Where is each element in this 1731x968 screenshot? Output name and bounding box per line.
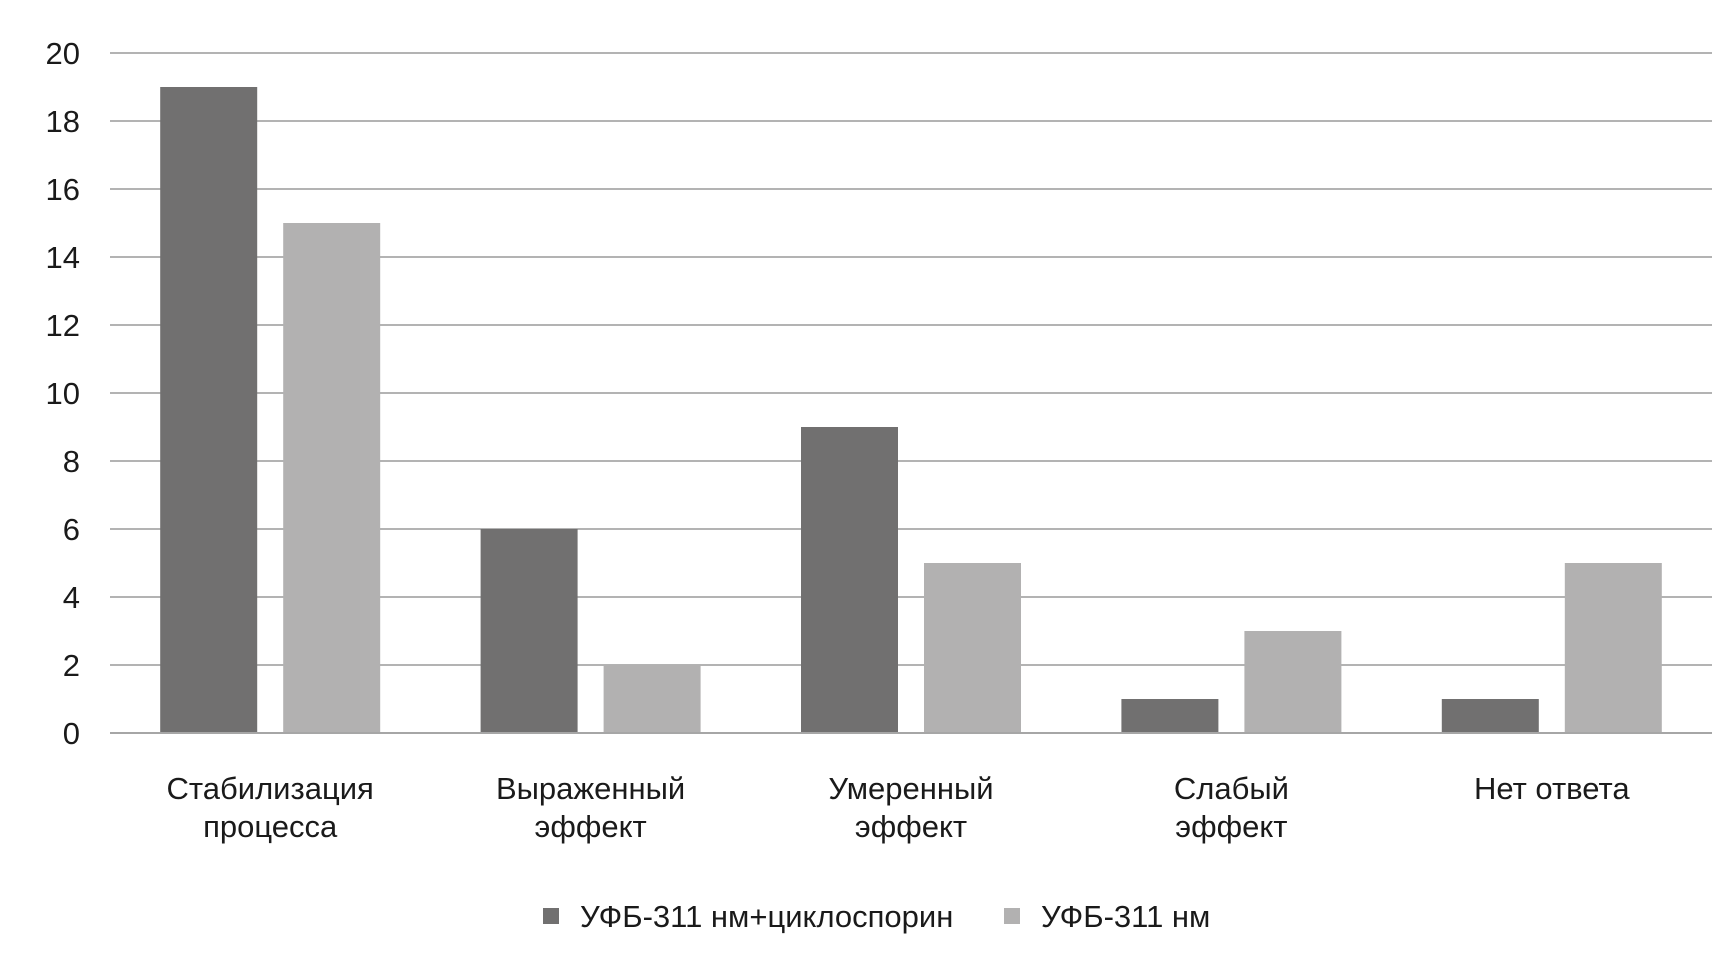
- x-category-label: Нет ответа: [1474, 771, 1630, 806]
- bar: [1121, 699, 1219, 733]
- x-category-label: Умеренный эффект: [828, 771, 993, 844]
- legend-swatch: [543, 908, 559, 924]
- y-axis-tick-labels: 0 2 4 6 8 10 12 14 16 18 20: [46, 36, 80, 751]
- y-tick-label: 4: [63, 580, 80, 615]
- y-tick-label: 12: [46, 308, 80, 343]
- x-category-label-line: Нет ответа: [1474, 771, 1630, 806]
- x-category-label-line: Выраженный: [496, 771, 685, 806]
- bar: [924, 563, 1021, 733]
- legend-swatch: [1004, 908, 1020, 924]
- bar: [283, 223, 381, 733]
- x-category-label: Стабилизация процесса: [167, 771, 374, 844]
- x-category-label-line: эффект: [1175, 809, 1287, 844]
- legend-label: УФБ-311 нм: [1041, 899, 1210, 934]
- bar: [480, 529, 578, 733]
- bar: [1441, 699, 1539, 733]
- y-tick-label: 0: [63, 716, 80, 751]
- y-tick-label: 2: [63, 648, 80, 683]
- y-tick-label: 8: [63, 444, 80, 479]
- legend-label: УФБ-311 нм+циклоспорин: [580, 899, 953, 934]
- bar: [1564, 563, 1662, 733]
- x-category-label: Выраженный эффект: [496, 771, 685, 844]
- x-category-label-line: Стабилизация: [167, 771, 374, 806]
- y-tick-label: 10: [46, 376, 80, 411]
- x-category-label: Слабый эффект: [1174, 771, 1289, 844]
- bars: [160, 87, 1662, 733]
- y-tick-label: 18: [46, 104, 80, 139]
- y-tick-label: 20: [46, 36, 80, 71]
- bar: [160, 87, 258, 733]
- y-tick-label: 16: [46, 172, 80, 207]
- x-category-label-line: Умеренный: [828, 771, 993, 806]
- x-category-label-line: эффект: [535, 809, 647, 844]
- x-category-label-line: процесса: [203, 809, 338, 844]
- bar: [1244, 631, 1342, 733]
- legend: УФБ-311 нм+циклоспорин УФБ-311 нм: [543, 899, 1210, 934]
- y-tick-label: 14: [46, 240, 80, 275]
- x-category-label-line: Слабый: [1174, 771, 1289, 806]
- y-tick-label: 6: [63, 512, 80, 547]
- x-category-label-line: эффект: [855, 809, 967, 844]
- bar: [603, 665, 701, 733]
- bar: [801, 427, 898, 733]
